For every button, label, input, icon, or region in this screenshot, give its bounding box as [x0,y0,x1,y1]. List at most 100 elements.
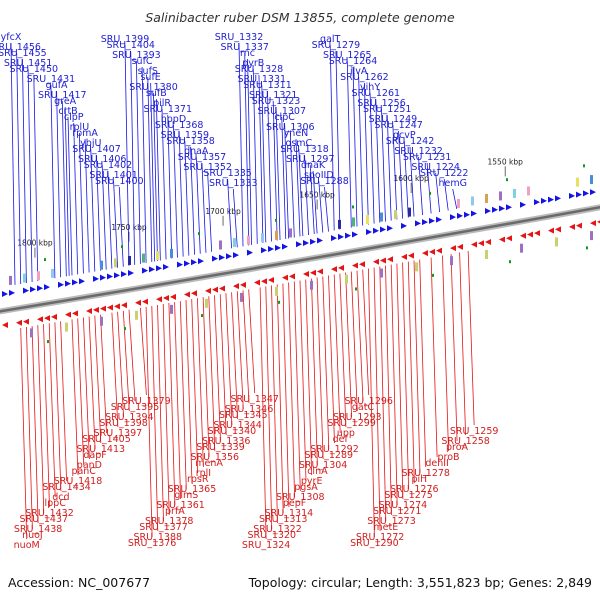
feature-block [247,235,250,245]
forward-gene-label: yneN [284,128,309,139]
forward-gene-arrow [373,227,379,234]
forward-callout-line [90,148,96,272]
forward-gene-arrow [541,197,547,204]
forward-gene-label: SRU_1261 [352,88,401,99]
forward-gene-arrow [30,286,36,293]
forward-callout-line [272,100,278,241]
forward-callout-line [392,124,398,220]
reverse-gene-arrow [16,319,22,326]
forward-gene-label: SRU_1231 [403,152,452,163]
feature-block [51,268,54,278]
feature-marker [198,232,200,236]
forward-gene-arrow [121,271,127,278]
reverse-gene-label: menA [195,458,223,469]
reverse-gene-label: SRU_1272 [356,532,405,543]
forward-gene-arrow [464,211,470,218]
reverse-gene-label: SRU_1290 [350,538,399,549]
forward-callout-line [201,162,207,253]
forward-gene-arrow [9,289,15,296]
forward-callout-line [435,172,441,213]
reverse-gene-arrow [429,248,435,255]
reverse-gene-label: SRU_1345 [219,410,268,421]
forward-gene-label: dnaA [184,146,209,157]
reverse-gene-label: upp [337,428,355,439]
forward-gene-label: SRU_1400 [95,176,144,187]
forward-gene-label: vihY [360,82,380,93]
feature-marker [121,245,123,249]
reverse-callout-line [179,301,187,490]
reverse-gene-arrow [597,220,600,224]
reverse-gene-label: SRU_1344 [213,420,262,431]
reverse-gene-label: proB [437,452,459,463]
reverse-gene-arrow [359,261,365,268]
reverse-gene-label: rplI [196,468,211,479]
forward-callout-line [358,76,364,226]
reverse-gene-arrow [2,322,8,329]
reverse-gene-label: SRU_1296 [344,396,393,407]
reverse-callout-line [231,292,238,420]
forward-callout-line [284,122,289,239]
backbone [0,204,600,315]
forward-gene-label: SRU_1306 [266,122,315,133]
reverse-gene-arrow [436,247,442,254]
reverse-gene-arrow [233,283,239,290]
forward-gene-arrow [142,267,148,274]
forward-callout-line [346,60,352,228]
reverse-gene-label: SRU_1324 [242,540,291,551]
reverse-gene-label: prfA [165,506,185,517]
reverse-callout-line [288,282,295,498]
forward-callout-line [27,68,33,283]
forward-gene-arrow [177,261,183,268]
reverse-gene-arrow [170,293,176,300]
reverse-gene-label: SRU_1278 [401,468,450,479]
forward-gene-label: SRU_1265 [323,50,372,61]
forward-callout-line [167,114,173,259]
reverse-callout-line [413,260,421,474]
forward-gene-label: SRU_1331 [238,74,287,85]
reverse-gene-label: SRU_1313 [259,514,308,525]
reverse-gene-callouts [20,250,475,540]
feature-block [555,237,558,247]
feature-marker [352,205,354,209]
reverse-gene-arrow [499,236,505,243]
reverse-gene-arrow [380,257,386,264]
forward-gene-arrow [219,254,225,261]
forward-gene-label: galT [320,34,340,45]
feature-block [471,196,474,206]
forward-callout-line [147,76,153,262]
forward-gene-label: rplU [70,122,90,133]
forward-gene-arrow [366,228,372,235]
forward-gene-arrow [226,253,232,260]
forward-gene-arrow [198,258,204,265]
reverse-gene-arrow [471,241,477,248]
forward-callout-line [352,66,358,227]
reverse-gene-arrow [163,295,169,302]
forward-gene-label: SRU_1407 [72,144,121,155]
reverse-gene-label: gatC [352,402,375,413]
forward-callout-line [318,180,324,233]
forward-gene-label: SRU_1222 [420,168,469,179]
forward-callout-line [289,132,295,238]
forward-gene-callouts [10,42,458,285]
reverse-gene-label: SRU_1438 [14,524,63,535]
forward-gene-label: SRU_1249 [369,114,418,125]
forward-gene-label: SRU_1406 [78,154,127,165]
reverse-gene-arrow [401,253,407,260]
reverse-gene-arrow [156,296,162,303]
forward-callout-line [247,58,252,245]
feature-marker [124,327,126,331]
reverse-gene-label: SRU_1346 [225,404,274,415]
forward-gene-label: osmC [286,138,313,149]
reverse-gene-label: SRU_1273 [367,516,416,527]
reverse-callout-line [219,294,227,436]
reverse-gene-label: SRU_1299 [327,418,376,429]
forward-gene-label: SRU_1321 [249,90,298,101]
reverse-callout-line [145,306,153,538]
feature-block [30,328,33,338]
forward-callout-line [61,100,67,277]
forward-gene-label: greA [54,96,77,107]
reverse-gene-arrow [100,305,106,312]
forward-gene-arrow [100,274,106,281]
reverse-callout-line [345,272,352,418]
feature-block [352,217,355,227]
